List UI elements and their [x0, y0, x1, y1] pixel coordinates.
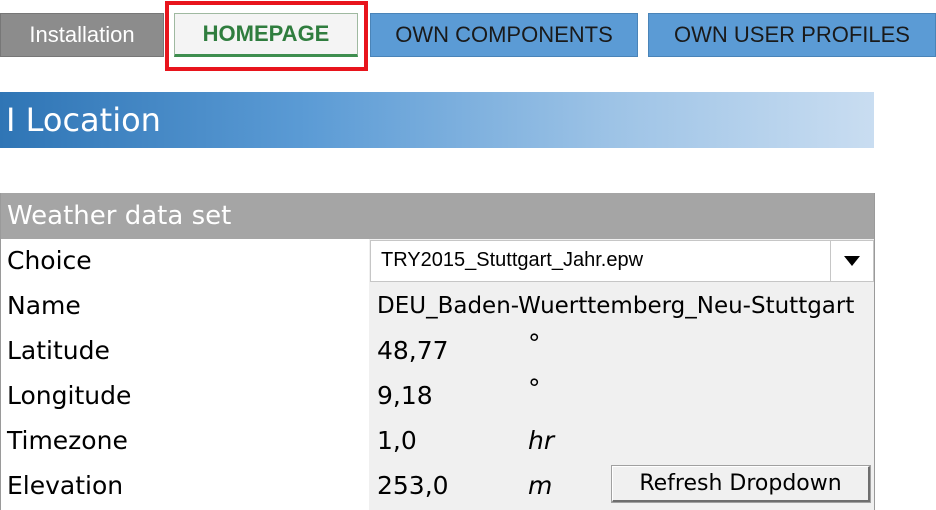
longitude-label: Longitude	[7, 381, 132, 410]
latitude-value: 48,77	[377, 336, 449, 365]
timezone-value: 1,0	[377, 426, 417, 455]
choice-label: Choice	[7, 246, 92, 275]
dropdown-arrow-button[interactable]	[830, 241, 873, 281]
latitude-unit: °	[528, 329, 541, 358]
name-value: DEU_Baden-Wuerttemberg_Neu-Stuttgart	[377, 293, 855, 319]
elevation-unit: m	[528, 471, 553, 500]
longitude-value: 9,18	[377, 381, 433, 410]
tab-homepage-label: HOMEPAGE	[202, 21, 330, 46]
section-header-location: I Location	[0, 92, 874, 148]
longitude-unit: °	[528, 374, 541, 403]
weather-file-selected: TRY2015_Stuttgart_Jahr.epw	[381, 249, 644, 271]
tab-own-components[interactable]: OWN COMPONENTS	[370, 13, 638, 57]
timezone-label: Timezone	[7, 426, 128, 455]
tab-own-user-profiles[interactable]: OWN USER PROFILES	[648, 13, 936, 57]
section-title: I Location	[6, 101, 161, 139]
weather-data-panel: Weather data set Choice TRY2015_Stuttgar…	[0, 193, 875, 510]
refresh-dropdown-label: Refresh Dropdown	[639, 471, 842, 496]
tab-installation[interactable]: Installation	[0, 13, 164, 57]
latitude-label: Latitude	[7, 336, 110, 365]
weather-panel-title: Weather data set	[7, 201, 232, 231]
name-label: Name	[7, 291, 81, 320]
triangle-down-icon	[844, 256, 860, 266]
refresh-dropdown-button[interactable]: Refresh Dropdown	[612, 466, 870, 502]
weather-panel-header: Weather data set	[1, 193, 874, 239]
value-column-background	[369, 239, 874, 510]
sheet-tab-bar: Installation HOMEPAGE OWN COMPONENTS OWN…	[0, 0, 936, 71]
tab-own-components-label: OWN COMPONENTS	[395, 22, 613, 47]
elevation-value: 253,0	[377, 471, 449, 500]
timezone-unit: hr	[528, 426, 555, 455]
tab-own-user-profiles-label: OWN USER PROFILES	[674, 22, 910, 47]
elevation-label: Elevation	[7, 471, 124, 500]
weather-file-dropdown[interactable]: TRY2015_Stuttgart_Jahr.epw	[370, 240, 874, 282]
tab-homepage[interactable]: HOMEPAGE	[174, 13, 358, 57]
tab-installation-label: Installation	[29, 22, 135, 47]
